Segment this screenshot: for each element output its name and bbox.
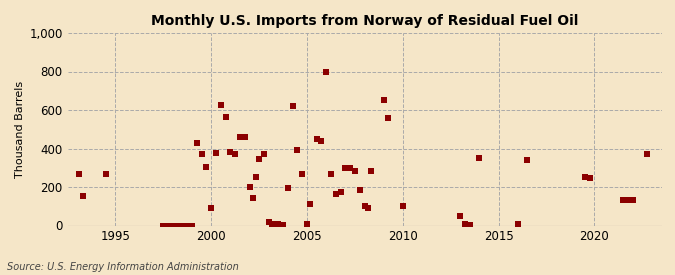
- Point: [244, 185, 255, 189]
- Point: [512, 221, 523, 226]
- Point: [250, 175, 261, 180]
- Text: Source: U.S. Energy Information Administration: Source: U.S. Energy Information Administ…: [7, 262, 238, 272]
- Point: [460, 221, 470, 226]
- Point: [362, 206, 373, 210]
- Point: [305, 202, 316, 207]
- Point: [211, 151, 221, 155]
- Point: [240, 135, 250, 139]
- Point: [340, 166, 351, 170]
- Point: [269, 222, 280, 227]
- Point: [277, 222, 288, 227]
- Point: [579, 175, 590, 180]
- Point: [297, 172, 308, 177]
- Y-axis label: Thousand Barrels: Thousand Barrels: [15, 81, 25, 178]
- Point: [248, 195, 259, 200]
- Point: [254, 157, 265, 161]
- Point: [378, 98, 389, 103]
- Point: [330, 191, 341, 196]
- Point: [316, 139, 327, 143]
- Point: [220, 114, 231, 119]
- Point: [172, 223, 183, 228]
- Point: [230, 152, 240, 156]
- Point: [288, 104, 298, 108]
- Point: [618, 198, 628, 203]
- Point: [267, 221, 277, 226]
- Point: [302, 221, 313, 226]
- Point: [474, 156, 485, 160]
- Point: [335, 190, 346, 194]
- Point: [215, 103, 226, 107]
- Point: [187, 223, 198, 228]
- Point: [642, 152, 653, 156]
- Point: [627, 198, 638, 203]
- Point: [206, 206, 217, 210]
- Point: [158, 223, 169, 228]
- Point: [383, 116, 394, 120]
- Point: [398, 204, 408, 208]
- Point: [522, 158, 533, 162]
- Point: [182, 223, 192, 228]
- Point: [177, 223, 188, 228]
- Point: [464, 222, 475, 227]
- Point: [259, 152, 269, 156]
- Point: [73, 172, 84, 177]
- Point: [282, 186, 293, 190]
- Point: [365, 168, 376, 173]
- Point: [585, 176, 595, 180]
- Point: [192, 141, 202, 145]
- Point: [163, 223, 173, 228]
- Point: [292, 148, 303, 153]
- Point: [234, 135, 245, 139]
- Point: [311, 137, 322, 141]
- Point: [321, 69, 331, 74]
- Point: [101, 171, 111, 176]
- Point: [167, 223, 178, 228]
- Point: [350, 168, 360, 173]
- Point: [78, 193, 89, 198]
- Point: [225, 150, 236, 155]
- Point: [345, 166, 356, 170]
- Point: [354, 188, 365, 192]
- Point: [196, 152, 207, 156]
- Point: [201, 164, 212, 169]
- Title: Monthly U.S. Imports from Norway of Residual Fuel Oil: Monthly U.S. Imports from Norway of Resi…: [151, 14, 578, 28]
- Point: [273, 221, 284, 226]
- Point: [455, 214, 466, 218]
- Point: [622, 198, 633, 203]
- Point: [325, 171, 336, 176]
- Point: [263, 219, 274, 224]
- Point: [359, 204, 370, 208]
